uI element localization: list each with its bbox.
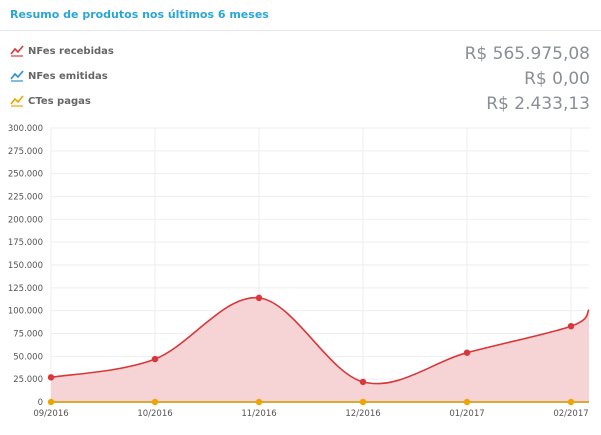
data-point-nfes-recebidas (255, 294, 263, 302)
x-tick-label: 01/2017 (449, 409, 484, 419)
legend-label: CTes pagas (28, 95, 91, 107)
x-tick-label: 02/2017 (553, 409, 588, 419)
x-tick-label: 10/2016 (137, 409, 172, 419)
y-tick-label: 50.000 (13, 352, 43, 362)
total-nfes-recebidas: R$ 565.975,08 (464, 44, 590, 64)
x-tick-label: 09/2016 (33, 409, 68, 419)
y-tick-label: 0 (38, 398, 43, 408)
legend-label: NFes recebidas (28, 45, 114, 57)
total-nfes-emitidas: R$ 0,00 (524, 69, 590, 89)
data-point-ctes-pagas (359, 398, 367, 406)
y-tick-label: 250.000 (8, 170, 43, 180)
data-point-nfes-recebidas (151, 355, 159, 363)
legend-item-ctes-pagas[interactable]: CTes pagas (10, 93, 91, 109)
line-chart-icon (10, 70, 24, 82)
panel-header: Resumo de produtos nos últimos 6 meses (0, 0, 601, 31)
x-tick-label: 11/2016 (241, 409, 276, 419)
y-tick-label: 25.000 (13, 375, 43, 385)
y-tick-label: 75.000 (13, 330, 43, 340)
legend-item-nfes-recebidas[interactable]: NFes recebidas (10, 43, 114, 59)
data-point-ctes-pagas (567, 398, 575, 406)
y-tick-label: 175.000 (8, 238, 43, 248)
data-point-nfes-recebidas (47, 374, 55, 381)
series-area-nfes-recebidas (51, 297, 589, 402)
y-tick-label: 125.000 (8, 284, 43, 294)
y-tick-label: 150.000 (8, 261, 43, 271)
data-point-nfes-recebidas (567, 322, 575, 330)
data-point-ctes-pagas (255, 398, 263, 406)
legend-label: NFes emitidas (28, 70, 108, 82)
data-point-nfes-recebidas (359, 378, 367, 386)
y-tick-label: 200.000 (8, 215, 43, 225)
data-point-ctes-pagas (47, 398, 55, 406)
line-chart-icon (10, 95, 24, 107)
data-point-ctes-pagas (151, 398, 159, 406)
y-tick-label: 225.000 (8, 193, 43, 203)
line-chart-icon (10, 45, 24, 57)
y-tick-label: 300.000 (8, 124, 43, 134)
data-point-ctes-pagas (463, 398, 471, 406)
legend-item-nfes-emitidas[interactable]: NFes emitidas (10, 68, 108, 84)
panel-title: Resumo de produtos nos últimos 6 meses (10, 8, 269, 21)
y-tick-label: 100.000 (8, 307, 43, 317)
data-point-nfes-recebidas (463, 349, 471, 356)
total-ctes-pagas: R$ 2.433,13 (486, 94, 590, 114)
y-tick-label: 275.000 (8, 147, 43, 157)
x-tick-label: 12/2016 (345, 409, 380, 419)
